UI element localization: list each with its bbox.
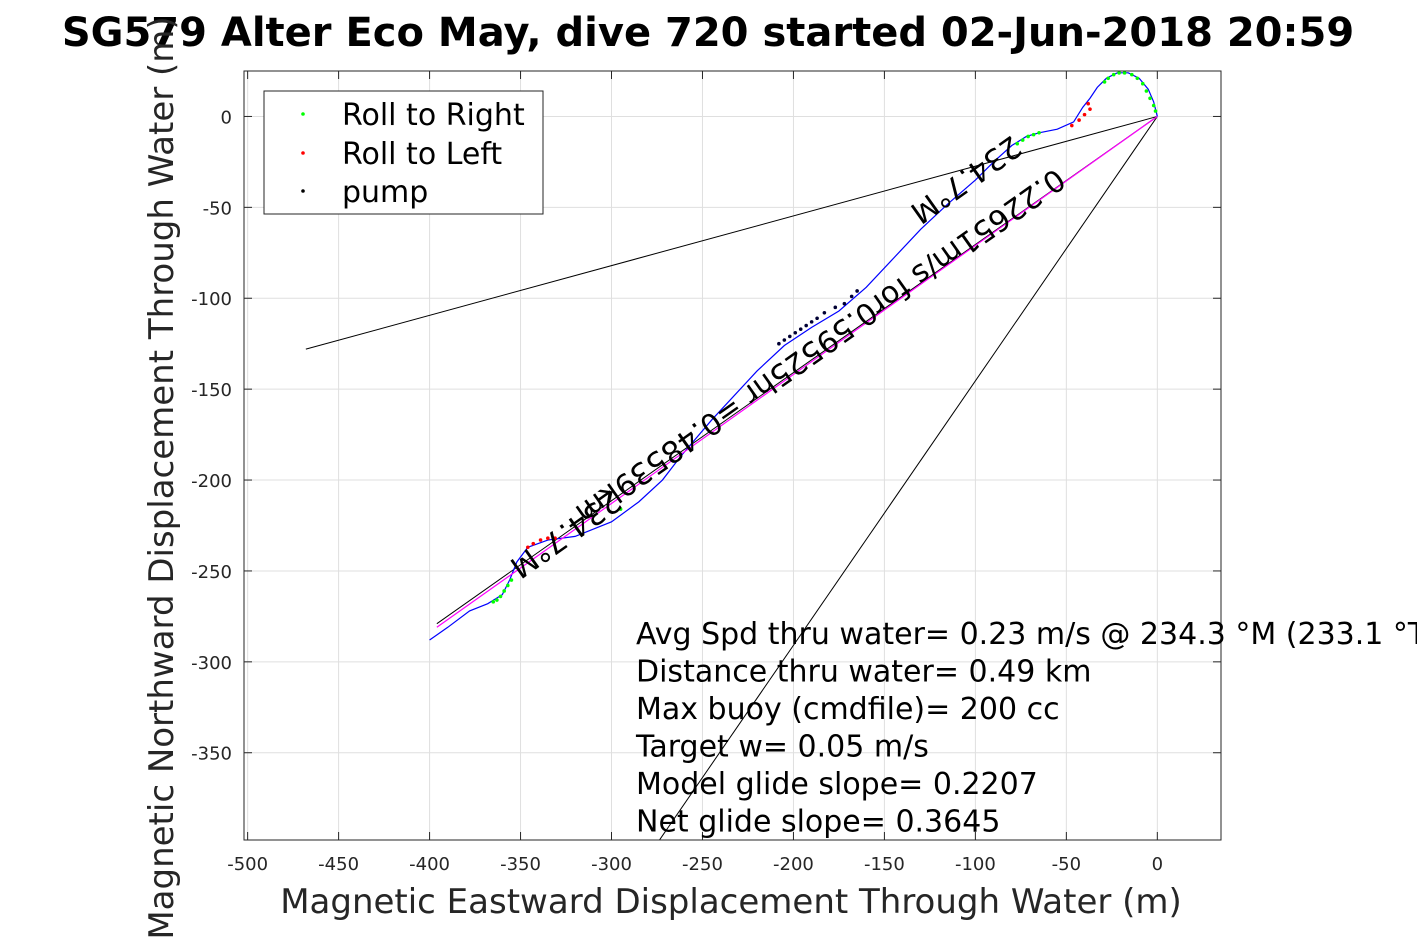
x-tick-label: -300 (591, 854, 632, 875)
stats-line: Avg Spd thru water= 0.23 m/s @ 234.3 °M … (636, 617, 1417, 652)
x-axis-label: Magnetic Eastward Displacement Through W… (280, 882, 1182, 922)
roll-left-marker (531, 541, 536, 546)
pump-marker (798, 327, 803, 331)
legend: Roll to Right Roll to Left pump (263, 90, 544, 215)
x-tick-label: -450 (318, 854, 359, 875)
x-tick-label: 0 (1152, 854, 1163, 875)
stats-line: Model glide slope= 0.2207 (636, 767, 1038, 802)
markers (491, 71, 1158, 604)
roll-right-marker (498, 594, 503, 599)
roll-left-marker (538, 538, 543, 542)
roll-left-marker (1077, 118, 1081, 122)
series-line (429, 72, 1158, 641)
plot-frame (243, 70, 1222, 841)
roll-right-marker (1135, 76, 1140, 81)
roll-left-marker (1070, 123, 1074, 128)
legend-box (263, 90, 544, 215)
roll-right-marker (1020, 138, 1025, 142)
pump-marker (793, 330, 798, 335)
roll-right-marker (1140, 81, 1145, 86)
roll-right-marker (509, 578, 514, 582)
roll-right-marker (1117, 71, 1121, 75)
pump-marker (849, 294, 854, 299)
pump-marker (842, 301, 847, 306)
legend-marker-pump (301, 189, 305, 193)
legend-marker-roll-left (301, 151, 305, 155)
x-tick-label: -100 (955, 854, 996, 875)
roll-right-marker (1153, 109, 1158, 113)
roll-left-marker (546, 536, 550, 541)
legend-label-roll-right: Roll to Right (342, 98, 525, 133)
roll-right-marker (1026, 134, 1030, 139)
pump-marker (777, 341, 781, 346)
x-tick-label: -250 (682, 854, 723, 875)
roll-right-marker (1037, 131, 1041, 135)
y-axis-label: Magnetic Northward Displacement Through … (142, 16, 182, 939)
pump-marker (782, 338, 787, 342)
x-tick-label: -200 (773, 854, 814, 875)
pump-marker (855, 289, 859, 293)
x-tick-label: -400 (409, 854, 450, 875)
roll-left-marker (526, 545, 530, 550)
y-tick-label: -250 (191, 562, 232, 583)
stats-line: Distance thru water= 0.49 km (636, 655, 1091, 690)
x-tick-label: -150 (864, 854, 905, 875)
stats-line: Net glide slope= 0.3645 (636, 805, 1000, 840)
x-tick-label: -500 (227, 854, 268, 875)
roll-right-marker (1031, 132, 1036, 137)
y-tick-label: -50 (203, 198, 232, 219)
x-tick-label: -350 (500, 854, 541, 875)
roll-left-marker (1086, 101, 1090, 106)
roll-right-marker (1106, 76, 1110, 81)
roll-right-marker (491, 600, 496, 604)
stats-line: Max buoy (cmdfile)= 200 cc (636, 692, 1060, 727)
roll-right-marker (1102, 80, 1107, 84)
roll-right-marker (506, 583, 510, 588)
roll-right-marker (502, 589, 506, 593)
chart-title: SG579 Alter Eco May, dive 720 started 02… (62, 10, 1354, 56)
pump-marker (815, 316, 819, 321)
roll-right-marker (1122, 71, 1127, 75)
x-tick-labels: -500 -450 -400 -350 -300 -250 -200 -150 -100 -50 0 (227, 854, 1163, 875)
pump-marker (822, 310, 827, 315)
y-tick-label: -300 (191, 653, 232, 674)
y-tick-label: -100 (191, 289, 232, 310)
reference-line (658, 116, 1158, 840)
roll-right-marker (1015, 141, 1020, 146)
roll-left-marker (553, 536, 557, 541)
y-tick-label: 0 (221, 107, 232, 128)
y-tick-label: -200 (191, 471, 232, 492)
reference-line (305, 115, 1158, 350)
roll-right-marker (1151, 103, 1156, 108)
roll-right-marker (495, 598, 499, 602)
roll-left-marker (1082, 112, 1087, 117)
roll-right-marker (1130, 72, 1134, 77)
legend-label-roll-left: Roll to Left (342, 137, 502, 172)
roll-right-marker (1144, 89, 1149, 93)
legend-marker-roll-right (301, 112, 305, 116)
pump-marker (788, 334, 792, 339)
series-lines (429, 72, 1158, 641)
series-line (436, 115, 1158, 628)
stats-text: Avg Spd thru water= 0.23 m/s @ 234.3 °M … (635, 617, 1417, 840)
legend-label-pump: pump (342, 175, 428, 210)
x-tick-label: -50 (1052, 854, 1081, 875)
pump-marker (833, 305, 838, 310)
grid (244, 71, 1221, 840)
y-tick-labels: 0 -50 -100 -150 -200 -250 -300 -350 (191, 107, 232, 764)
pump-marker (809, 320, 814, 324)
roll-right-marker (1148, 96, 1152, 101)
y-tick-label: -350 (191, 744, 232, 765)
pump-marker (804, 323, 808, 328)
roll-left-marker (1088, 107, 1092, 111)
roll-right-marker (618, 507, 623, 511)
roll-right-marker (1111, 72, 1116, 77)
stats-line: Target w= 0.05 m/s (635, 730, 929, 765)
y-tick-label: -150 (191, 380, 232, 401)
